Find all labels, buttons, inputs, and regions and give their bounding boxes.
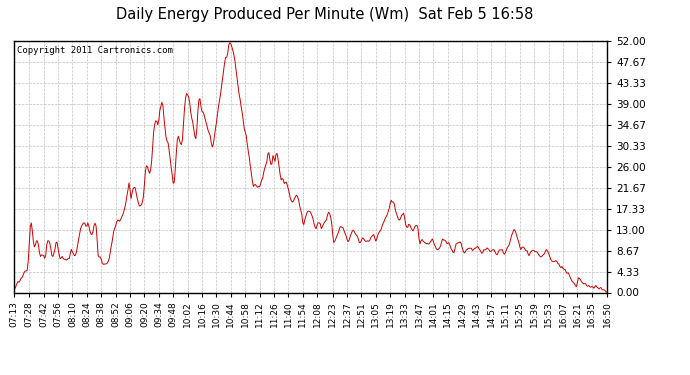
Text: Copyright 2011 Cartronics.com: Copyright 2011 Cartronics.com xyxy=(17,46,172,55)
Text: Daily Energy Produced Per Minute (Wm)  Sat Feb 5 16:58: Daily Energy Produced Per Minute (Wm) Sa… xyxy=(116,8,533,22)
